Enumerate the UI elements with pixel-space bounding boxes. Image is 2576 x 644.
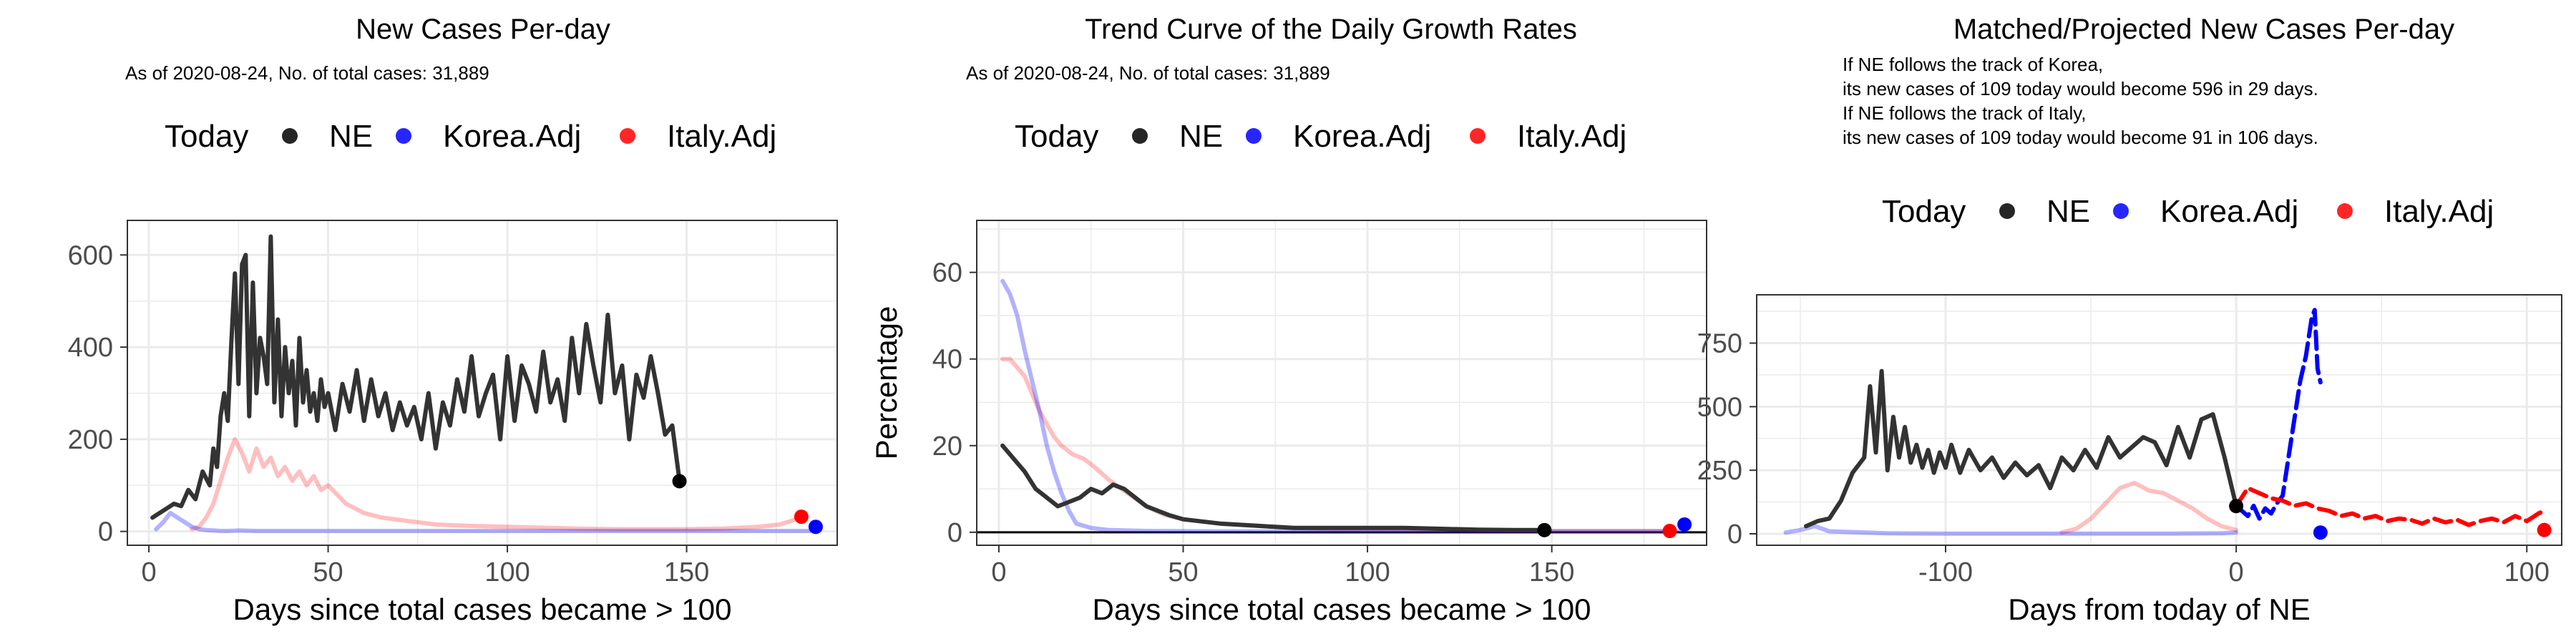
x-tick-label: 0 bbox=[2229, 557, 2244, 587]
chart-subtitle: As of 2020-08-24, No. of total cases: 31… bbox=[125, 62, 489, 84]
legend-marker-italy-adj bbox=[1470, 128, 1485, 144]
legend-marker-ne bbox=[282, 128, 298, 144]
y-tick-label: 60 bbox=[932, 258, 962, 288]
x-tick-label: -100 bbox=[1918, 557, 1973, 587]
chart-title: Matched/Projected New Cases Per-day bbox=[1953, 14, 2454, 45]
chart-panel-2: Trend Curve of the Daily Growth Rates As … bbox=[869, 14, 1707, 626]
chart-panel-3: Matched/Projected New Cases Per-day If NE… bbox=[1697, 14, 2562, 626]
x-tick-label: 50 bbox=[1168, 557, 1198, 587]
legend-marker-korea-adj bbox=[396, 128, 411, 144]
today-point-ne bbox=[672, 474, 687, 489]
legend-label-korea-adj: Korea.Adj bbox=[2160, 194, 2298, 229]
plot-border bbox=[976, 220, 1707, 546]
chart-subtitle-line: If NE follows the track of Italy, bbox=[1843, 102, 2087, 124]
today-point-italy-adj bbox=[2537, 522, 2552, 537]
legend-marker-korea-adj bbox=[2113, 203, 2129, 219]
x-tick-label: 100 bbox=[2504, 557, 2550, 587]
legend-label-ne: NE bbox=[329, 119, 373, 154]
series-line-ne bbox=[150, 234, 682, 520]
legend-marker-ne bbox=[1132, 128, 1148, 144]
today-point-ne bbox=[2229, 499, 2244, 514]
today-point-ne bbox=[1537, 522, 1552, 537]
plot-border bbox=[1756, 294, 2562, 546]
y-tick-label: 750 bbox=[1697, 329, 1742, 359]
y-tick-label: 20 bbox=[932, 431, 962, 462]
legend-marker-italy-adj bbox=[2337, 203, 2353, 219]
plot-border bbox=[127, 220, 838, 546]
y-axis-label: Percentage bbox=[869, 306, 903, 460]
legend-title: Today bbox=[165, 119, 248, 154]
legend-label-korea-adj: Korea.Adj bbox=[1293, 119, 1431, 154]
legend-label-italy-adj: Italy.Adj bbox=[1517, 119, 1626, 154]
legend-label-ne: NE bbox=[1179, 119, 1223, 154]
x-tick-label: 0 bbox=[141, 557, 156, 587]
x-axis-label: Days since total cases became > 100 bbox=[233, 592, 732, 626]
plot-area bbox=[127, 220, 837, 545]
today-point-italy-adj bbox=[1662, 524, 1677, 539]
series-line-ne bbox=[1804, 369, 2239, 529]
chart-title: Trend Curve of the Daily Growth Rates bbox=[1085, 14, 1577, 45]
x-tick-label: 150 bbox=[1529, 557, 1574, 587]
legend-marker-korea-adj bbox=[1246, 128, 1262, 144]
y-tick-label: 40 bbox=[932, 345, 962, 375]
legend-title: Today bbox=[1015, 119, 1098, 154]
legend-label-korea-adj: Korea.Adj bbox=[443, 119, 581, 154]
chart-subtitle-line: its new cases of 109 today would become … bbox=[1843, 127, 2318, 148]
legend: Today NE Korea.Adj Italy.Adj bbox=[165, 119, 776, 154]
chart-title: New Cases Per-day bbox=[356, 14, 610, 45]
y-tick-label: 0 bbox=[947, 518, 962, 548]
x-tick-label: 50 bbox=[313, 557, 343, 587]
series-line-italy-adj bbox=[190, 436, 804, 532]
x-tick-label: 150 bbox=[664, 557, 709, 587]
chart-subtitle: As of 2020-08-24, No. of total cases: 31… bbox=[966, 62, 1330, 84]
plot-area bbox=[977, 220, 1707, 545]
today-point-italy-adj bbox=[794, 509, 809, 525]
legend: Today NE Korea.Adj Italy.Adj bbox=[1882, 194, 2494, 229]
today-point-korea-adj bbox=[808, 519, 823, 535]
y-tick-label: 200 bbox=[68, 425, 113, 455]
series-line-ne bbox=[1000, 443, 1547, 532]
legend-title: Today bbox=[1882, 194, 1966, 229]
x-tick-label: 0 bbox=[991, 557, 1006, 587]
x-tick-label: 100 bbox=[484, 557, 530, 587]
series-line-korea-adj bbox=[1783, 524, 2239, 536]
y-tick-label: 250 bbox=[1697, 456, 1742, 486]
series-line-korea-adj-projection bbox=[2234, 308, 2323, 521]
x-axis-label: Days since total cases became > 100 bbox=[1093, 592, 1591, 626]
series-line-korea-adj bbox=[1000, 278, 1687, 534]
y-tick-label: 0 bbox=[1727, 519, 1742, 550]
series-line-korea-adj bbox=[154, 510, 818, 533]
legend-marker-ne bbox=[1999, 203, 2015, 219]
chart-subtitle-line: its new cases of 109 today would become … bbox=[1843, 78, 2318, 99]
y-tick-label: 400 bbox=[68, 333, 113, 363]
chart-panel-1: New Cases Per-day As of 2020-08-24, No. o… bbox=[68, 14, 838, 626]
legend: Today NE Korea.Adj Italy.Adj bbox=[1015, 119, 1626, 154]
legend-label-italy-adj: Italy.Adj bbox=[2384, 194, 2494, 229]
series-line-italy-adj-projection bbox=[2234, 486, 2547, 527]
chart-subtitle-line: If NE follows the track of Korea, bbox=[1843, 54, 2103, 75]
gridlines bbox=[1757, 295, 2562, 545]
x-tick-label: 100 bbox=[1345, 557, 1390, 587]
series-line-italy-adj bbox=[2059, 480, 2239, 535]
y-tick-label: 600 bbox=[68, 240, 113, 270]
x-axis-label: Days from today of NE bbox=[2008, 592, 2310, 626]
y-tick-label: 0 bbox=[98, 517, 113, 547]
legend-label-ne: NE bbox=[2046, 194, 2090, 229]
today-point-korea-adj bbox=[2313, 525, 2328, 540]
today-point-korea-adj bbox=[1677, 517, 1692, 532]
legend-label-italy-adj: Italy.Adj bbox=[667, 119, 776, 154]
legend-marker-italy-adj bbox=[620, 128, 635, 144]
y-tick-label: 500 bbox=[1697, 392, 1742, 422]
